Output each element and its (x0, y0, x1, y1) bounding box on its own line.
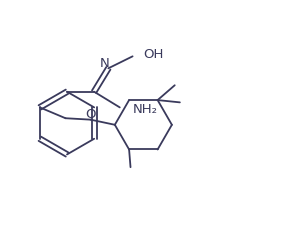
Text: NH₂: NH₂ (133, 103, 158, 116)
Text: OH: OH (143, 48, 164, 61)
Text: O: O (85, 108, 96, 120)
Text: N: N (100, 57, 109, 70)
